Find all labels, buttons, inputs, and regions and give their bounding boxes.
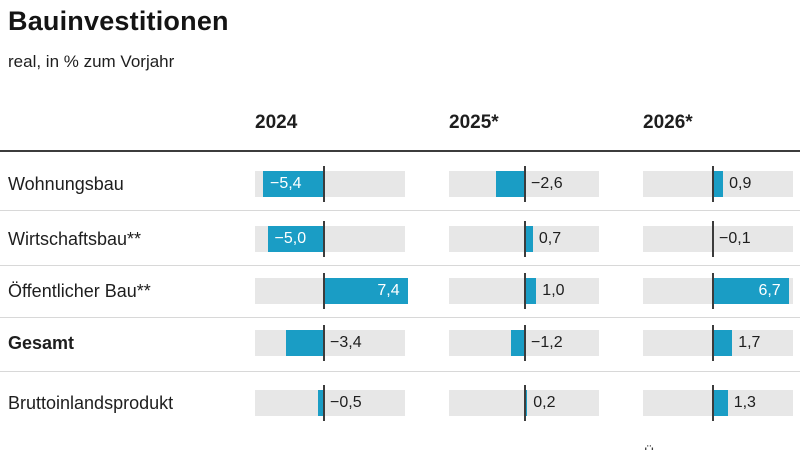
value-label: 7,4: [377, 282, 400, 299]
column-header-2026: 2026*: [643, 112, 693, 133]
value-label: 1,7: [738, 334, 761, 351]
zero-line: [712, 325, 714, 361]
zero-line: [524, 385, 526, 421]
value-bar: [525, 226, 533, 252]
value-bar: [324, 278, 408, 304]
value-label: −0,1: [719, 230, 751, 247]
row-label: Gesamt: [8, 333, 75, 353]
row-separator: [0, 317, 800, 318]
chart-subtitle: real, in % zum Vorjahr: [8, 52, 175, 71]
value-label: 0,9: [729, 175, 752, 192]
value-label: −0,5: [330, 394, 362, 411]
value-bar: [525, 278, 537, 304]
zero-line: [323, 273, 325, 309]
value-label: −3,4: [330, 334, 362, 351]
row-separator: [0, 265, 800, 266]
column-header-2024: 2024: [255, 112, 298, 133]
value-bar: [511, 330, 525, 356]
value-label: 0,7: [538, 230, 562, 247]
bar-track: [255, 390, 405, 416]
zero-line: [712, 385, 714, 421]
zero-line: [524, 221, 526, 257]
value-bar: [525, 390, 528, 416]
value-label: 6,7: [758, 282, 781, 299]
bar-track: [255, 330, 405, 356]
row-label: Öffentlicher Bau**: [8, 281, 151, 301]
value-bar: [318, 390, 324, 416]
zero-line: [712, 273, 714, 309]
row-label: Wohnungsbau: [8, 174, 124, 194]
value-bar: [285, 330, 324, 356]
value-label: −2,6: [531, 175, 563, 192]
value-label: −1,2: [531, 334, 563, 351]
zero-line: [323, 385, 325, 421]
value-bar: [713, 278, 789, 304]
zero-line: [323, 221, 325, 257]
zero-line: [712, 221, 714, 257]
zero-line: [323, 166, 325, 202]
value-bar: [495, 171, 525, 197]
value-bar: [713, 171, 724, 197]
value-label: −5,4: [269, 175, 302, 192]
value-bar: [713, 330, 733, 356]
zero-line: [524, 166, 526, 202]
column-header-2025: 2025*: [449, 112, 499, 133]
value-label: −5,0: [274, 230, 307, 247]
chart-title: Bauinvestitionen: [8, 6, 229, 36]
header-rule: [0, 150, 800, 152]
value-bar: [713, 390, 728, 416]
row-separator: [0, 210, 800, 211]
footnote-fragment: Ü: [644, 444, 654, 450]
row-label: Bruttoinlandsprodukt: [8, 393, 174, 413]
zero-line: [712, 166, 714, 202]
zero-line: [524, 273, 526, 309]
bar-track: [643, 226, 793, 252]
row-separator: [0, 371, 800, 372]
row-label: Wirtschaftsbau**: [8, 229, 142, 249]
zero-line: [524, 325, 526, 361]
value-label: 1,0: [542, 282, 565, 299]
value-bar: [267, 226, 324, 252]
value-label: 1,3: [733, 394, 756, 411]
value-label: 0,2: [533, 394, 556, 411]
zero-line: [323, 325, 325, 361]
value-bar: [262, 171, 324, 197]
